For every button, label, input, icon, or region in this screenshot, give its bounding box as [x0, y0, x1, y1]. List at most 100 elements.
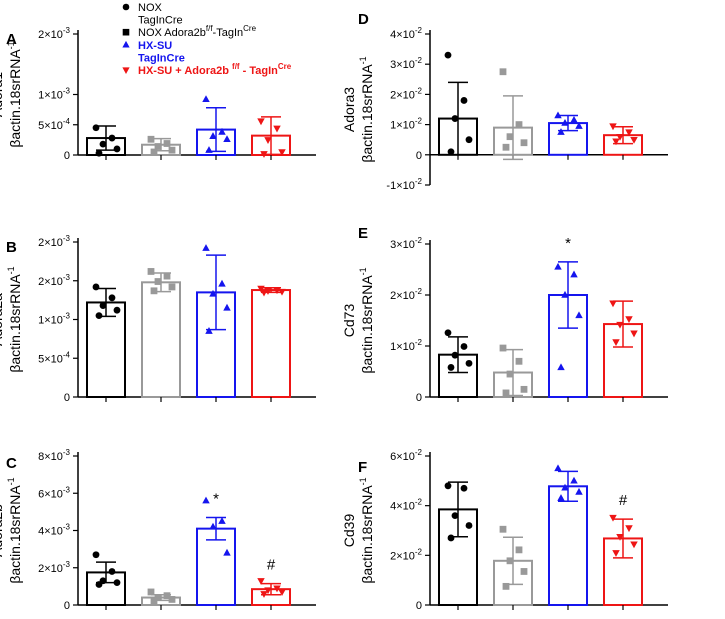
data-point [113, 145, 121, 153]
data-point [147, 135, 155, 143]
data-point [150, 148, 158, 156]
legend-marker [122, 3, 130, 11]
data-point [465, 359, 473, 367]
data-point [465, 522, 473, 529]
data-point [561, 483, 569, 491]
data-point [447, 364, 455, 371]
data-point [630, 541, 638, 549]
data-point [554, 262, 562, 270]
gene-label: Cd39 [341, 514, 357, 548]
significance-mark: # [267, 557, 276, 574]
gene-label: Adora1 [0, 72, 5, 117]
data-point [108, 294, 116, 302]
data-point [506, 133, 514, 141]
y-tick-label: 2×10-3 [38, 273, 70, 288]
data-point [557, 128, 565, 135]
panel-a: A Adora1 βactin.18srRNA-1 0 5×10-4 1×10-3 2×10… [0, 26, 316, 162]
data-point [502, 143, 510, 151]
legend-label: NOX [138, 2, 163, 14]
y-tick-label: 0 [416, 392, 422, 404]
legend-label: TagInCre [138, 15, 183, 27]
y-tick-label: 3×10-2 [390, 236, 422, 251]
data-point [575, 487, 583, 495]
data-point [499, 68, 507, 76]
data-point [147, 268, 155, 275]
y-axis-label: βactin.18srRNA-1 [6, 41, 23, 147]
y-axis-label: βactin.18srRNA-1 [358, 56, 375, 162]
data-point [451, 115, 459, 122]
data-point [264, 587, 272, 595]
bar [548, 485, 588, 606]
data-point [95, 312, 103, 320]
data-point [92, 124, 100, 132]
data-point [460, 343, 468, 350]
bar [141, 281, 181, 398]
data-point [515, 546, 523, 554]
data-point [168, 596, 176, 603]
data-point [99, 140, 107, 148]
data-point [163, 272, 171, 280]
data-point [113, 579, 121, 587]
legend-marker [122, 67, 130, 74]
panel-letter: D [358, 11, 369, 28]
data-point [257, 118, 265, 126]
data-point [209, 132, 217, 139]
bar [251, 289, 291, 398]
y-tick-label: 3×10-2 [390, 56, 422, 71]
y-tick-label: 6×10-3 [38, 485, 70, 500]
data-point [202, 496, 210, 504]
data-point [515, 357, 523, 365]
data-point [223, 303, 231, 311]
data-point [257, 285, 265, 293]
data-point [616, 533, 624, 541]
y-tick-label: 2×10-2 [390, 287, 422, 302]
y-tick-label: 0 [416, 150, 422, 162]
data-point [92, 283, 100, 291]
data-point [278, 149, 286, 157]
y-tick-label: 4×10-2 [390, 26, 422, 41]
data-point [154, 278, 162, 285]
data-point [557, 494, 565, 501]
data-point [520, 568, 528, 575]
data-point [163, 140, 171, 147]
y-axis-label: βactin.18srRNA-1 [358, 477, 375, 583]
data-point [444, 482, 452, 490]
y-tick-label: 4×10-3 [38, 523, 70, 538]
data-point [609, 300, 617, 308]
gene-label: Cd73 [341, 304, 357, 338]
data-point [273, 125, 281, 133]
y-axis-label: βactin.18srRNA-1 [358, 267, 375, 373]
data-point [499, 344, 507, 352]
panel-e: E Cd73 βactin.18srRNA-1 0 1×10-2 2×10-2 3×10-2… [341, 225, 668, 404]
panel-f: F Cd39 βactin.18srRNA-1 0 2×10-2 4×10-2 6×10-2… [341, 448, 668, 612]
data-point [92, 551, 100, 559]
data-point [570, 115, 578, 123]
gene-label: Adora2a [0, 293, 5, 346]
data-point [554, 464, 562, 472]
panel-letter: F [358, 459, 367, 476]
data-point [278, 589, 286, 597]
y-tick-label: 5×10-4 [38, 350, 70, 365]
data-point [168, 283, 176, 291]
data-point [502, 582, 510, 590]
data-point [575, 311, 583, 319]
y-tick-label: 1×10-3 [38, 312, 70, 327]
data-point [95, 149, 103, 157]
data-point [154, 594, 162, 601]
gene-label: Adora3 [341, 87, 357, 132]
y-tick-label: 2×10-3 [38, 26, 70, 41]
y-tick-label: 0 [416, 600, 422, 612]
data-point [451, 512, 459, 519]
y-tick-label: 5×10-4 [38, 117, 70, 132]
data-point [202, 95, 210, 103]
y-axis-label: βactin.18srRNA-1 [6, 477, 23, 583]
data-point [209, 289, 217, 297]
data-point [612, 138, 620, 146]
significance-mark: * [213, 490, 219, 507]
data-point [515, 121, 523, 128]
panel-letter: B [6, 239, 17, 256]
y-tick-label: 6×10-2 [390, 448, 422, 463]
data-point [520, 139, 528, 147]
